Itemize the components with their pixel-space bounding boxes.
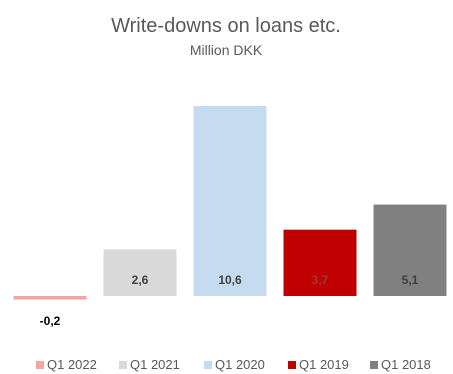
legend-label: Q1 2021 xyxy=(130,357,180,372)
data-label: 10,6 xyxy=(218,273,242,287)
legend-swatch xyxy=(119,361,127,369)
legend: Q1 2022 Q1 2021 Q1 2020 Q1 2019 Q1 2018 xyxy=(36,357,431,372)
legend-label: Q1 2022 xyxy=(47,357,97,372)
bar-q1-2019 xyxy=(283,229,357,296)
bar-q1-2021 xyxy=(103,249,177,296)
legend-label: Q1 2019 xyxy=(299,357,349,372)
bar-q1-2022 xyxy=(13,296,87,300)
data-label: 5,1 xyxy=(402,273,419,287)
data-labels-group: -0,2 2,6 10,6 3,7 5,1 xyxy=(40,273,419,328)
bar-q1-2018 xyxy=(373,204,447,296)
bars-group xyxy=(13,106,447,300)
legend-label: Q1 2020 xyxy=(215,357,265,372)
data-label: 2,6 xyxy=(132,273,149,287)
legend-swatch xyxy=(370,361,378,369)
chart-subtitle: Million DKK xyxy=(190,42,263,58)
legend-label: Q1 2018 xyxy=(381,357,431,372)
legend-swatch xyxy=(204,361,212,369)
data-label: 3,7 xyxy=(312,273,329,287)
legend-swatch xyxy=(288,361,296,369)
chart-title: Write-downs on loans etc. xyxy=(111,15,341,37)
data-label: -0,2 xyxy=(40,314,61,328)
legend-swatch xyxy=(36,361,44,369)
bar-q1-2020 xyxy=(193,106,267,296)
